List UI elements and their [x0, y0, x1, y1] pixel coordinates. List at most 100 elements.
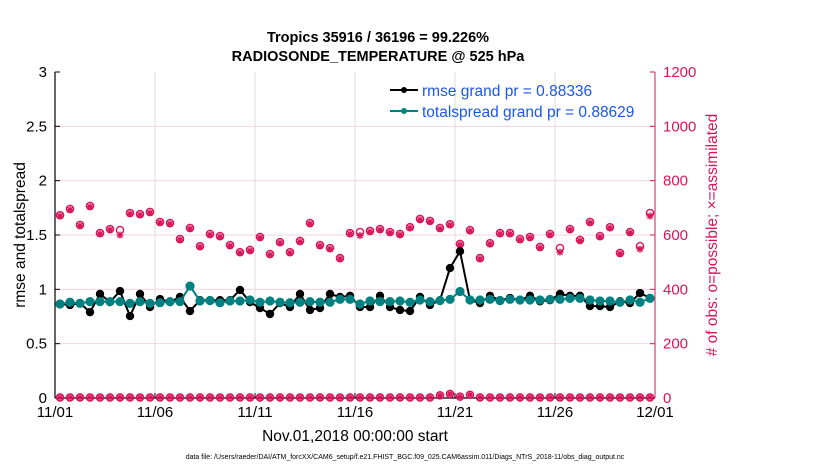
obs-possible-point [535, 393, 545, 402]
obs-assimilated-point [346, 230, 354, 238]
obs-assimilated-point [226, 393, 234, 401]
y-tick-label: 0 [39, 390, 47, 407]
obs-assimilated-point [336, 255, 344, 263]
obs-possible-point [175, 393, 185, 402]
obs-possible-point [275, 393, 285, 402]
obs-assimilated-point [646, 393, 654, 401]
totalspread-point [355, 299, 365, 309]
y-right-tick-label: 200 [663, 336, 688, 353]
obs-assimilated-point [126, 393, 134, 401]
obs-possible-point [75, 393, 85, 402]
obs-possible-point [635, 393, 645, 402]
totalspread-point [255, 297, 265, 307]
totalspread-point [405, 297, 415, 307]
obs-assimilated-point [536, 244, 544, 252]
totalspread-point [575, 293, 585, 303]
obs-possible-point [215, 393, 225, 402]
obs-assimilated-point [556, 393, 564, 401]
obs-possible-point [335, 393, 345, 402]
y-right-tick-label: 1000 [663, 118, 696, 135]
obs-assimilated-point [296, 238, 304, 246]
totalspread-point [515, 295, 525, 305]
obs-assimilated-point [226, 242, 234, 250]
y-tick-label: 2 [39, 173, 47, 190]
totalspread-point [315, 297, 325, 307]
obs-assimilated-point [356, 232, 364, 240]
obs-possible-point [285, 393, 295, 402]
y-axis-label: rmse and totalspread [12, 162, 29, 308]
obs-possible-point [615, 393, 625, 402]
obs-assimilated-point [126, 210, 134, 218]
obs-assimilated-point [386, 229, 394, 237]
obs-assimilated-point [116, 393, 124, 401]
totalspread-point [235, 296, 245, 306]
obs-assimilated-point [526, 234, 534, 242]
obs-possible-point [65, 393, 75, 402]
obs-assimilated-point [86, 203, 94, 211]
obs-assimilated-point [506, 393, 514, 401]
obs-assimilated-point [426, 393, 434, 401]
grid [55, 72, 655, 398]
rmse-point [455, 247, 465, 256]
totalspread-point [205, 296, 215, 306]
y-axis-right-label: # of obs: o=possible; ×=assimilated [704, 114, 721, 357]
obs-possible-point [165, 393, 175, 402]
obs-assimilated-point [176, 236, 184, 244]
obs-assimilated-point [326, 245, 334, 253]
y-tick-label: 1.5 [26, 227, 47, 244]
obs-possible-point [305, 393, 315, 402]
totalspread-point [225, 296, 235, 306]
obs-assimilated-point [396, 231, 404, 239]
totalspread-point [135, 297, 145, 307]
obs-possible-point [565, 393, 575, 402]
obs-assimilated-point [416, 216, 424, 224]
legend-rmse-marker [401, 87, 407, 93]
totalspread-point [525, 295, 535, 305]
rmse-point [325, 289, 335, 299]
obs-assimilated-point [466, 227, 474, 235]
obs-possible-point [85, 393, 95, 402]
totalspread-point [545, 294, 555, 304]
totalspread-point [615, 297, 625, 307]
obs-assimilated-point [376, 393, 384, 401]
rmse-point [135, 289, 145, 299]
obs-possible-point [505, 393, 515, 402]
totalspread-point [125, 298, 135, 308]
obs-assimilated-point [136, 393, 144, 401]
y-right-tick-label: 1200 [663, 64, 696, 81]
rmse-point [185, 306, 195, 316]
obs-possible-point [115, 393, 125, 402]
obs-possible-point [205, 393, 215, 402]
totalspread-point [335, 294, 345, 304]
totalspread-point [425, 297, 435, 307]
obs-assimilated-point [246, 247, 254, 255]
totalspread-point [305, 297, 315, 307]
totalspread-point [175, 297, 185, 307]
obs-assimilated-point [566, 393, 574, 401]
obs-possible-point [375, 393, 385, 402]
totalspread-point [445, 294, 455, 304]
y-tick-label: 0.5 [26, 336, 47, 353]
obs-assimilated-point [206, 231, 214, 239]
totalspread-point [475, 295, 485, 305]
x-tick-label: 11/26 [537, 404, 573, 421]
obs-assimilated-point [306, 220, 314, 228]
totalspread-point [95, 297, 105, 307]
obs-possible-point [235, 393, 245, 402]
totalspread-point [375, 297, 385, 307]
obs-possible-point [555, 393, 565, 402]
totalspread-point [295, 297, 305, 307]
obs-possible-point [155, 393, 165, 402]
obs-assimilated-point [466, 391, 474, 399]
obs-possible-point [475, 393, 485, 402]
obs-possible-point [265, 393, 275, 402]
obs-assimilated-point [566, 226, 574, 234]
totalspread-point [75, 298, 85, 308]
obs-assimilated-point [646, 212, 654, 220]
x-axis-label: Nov.01,2018 00:00:00 start [262, 428, 449, 445]
rmse-point [115, 286, 125, 296]
y-right-tick-label: 600 [663, 227, 688, 244]
obs-assimilated-point [406, 393, 414, 401]
obs-assimilated-point [146, 209, 154, 217]
totalspread-point [275, 297, 285, 307]
